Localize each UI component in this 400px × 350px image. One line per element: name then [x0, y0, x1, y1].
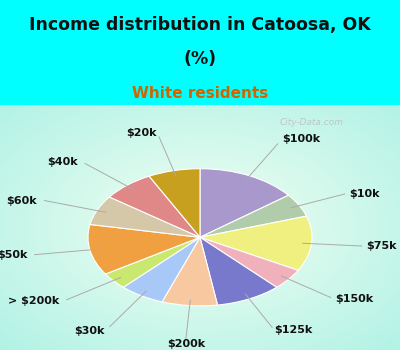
Wedge shape	[162, 237, 218, 306]
Text: $150k: $150k	[336, 294, 374, 304]
Text: $60k: $60k	[7, 196, 37, 205]
Text: $20k: $20k	[126, 127, 157, 138]
Wedge shape	[88, 224, 200, 274]
Text: $50k: $50k	[0, 250, 28, 260]
Text: Income distribution in Catoosa, OK: Income distribution in Catoosa, OK	[29, 16, 371, 34]
Wedge shape	[200, 195, 306, 237]
Wedge shape	[106, 237, 200, 287]
Text: > $200k: > $200k	[8, 296, 60, 306]
Wedge shape	[90, 197, 200, 237]
Text: $200k: $200k	[167, 339, 205, 349]
Text: $10k: $10k	[350, 189, 380, 199]
Text: $40k: $40k	[47, 157, 78, 167]
Text: $30k: $30k	[75, 326, 105, 336]
Wedge shape	[109, 176, 200, 237]
Wedge shape	[200, 237, 277, 305]
Wedge shape	[200, 237, 298, 287]
Wedge shape	[200, 216, 312, 270]
Wedge shape	[149, 169, 200, 237]
Text: White residents: White residents	[132, 86, 268, 101]
Wedge shape	[200, 169, 288, 237]
Wedge shape	[123, 237, 200, 302]
Text: $100k: $100k	[282, 134, 321, 145]
Text: (%): (%)	[184, 50, 216, 68]
Text: $125k: $125k	[274, 325, 313, 335]
Text: City-Data.com: City-Data.com	[280, 118, 344, 127]
Text: $75k: $75k	[366, 241, 397, 251]
